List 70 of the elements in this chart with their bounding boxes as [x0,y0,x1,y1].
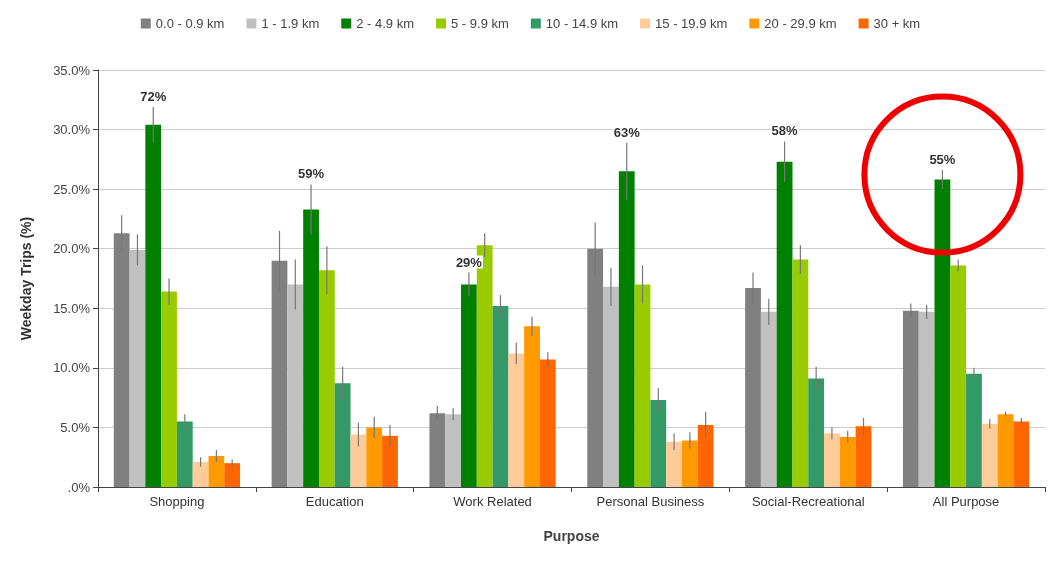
legend-label: 20 - 29.9 km [764,16,837,31]
bar [997,414,1014,487]
bar [224,463,241,487]
bar [366,427,383,487]
bar [508,353,525,487]
bar [966,373,982,487]
bar [492,305,509,487]
bar [461,284,477,487]
bar [666,441,682,487]
bar [776,161,793,487]
legend-label: 2 - 4.9 km [356,16,415,31]
bar [855,426,872,487]
bar [950,265,967,487]
y-tick-label: 10.0% [53,360,91,376]
x-axis-title: Purpose [543,528,600,544]
y-tick-label: 35.0% [53,62,91,78]
legend-label: 1 - 1.9 km [261,16,320,31]
y-tick-label: 30.0% [53,122,91,138]
bar [445,414,462,487]
bar [603,286,619,487]
annotation: 72% [140,88,167,104]
bar [382,435,398,487]
bar [618,171,635,487]
annotation: 58% [771,123,799,139]
x-tick-label: Personal Business [596,494,705,509]
bar [161,291,177,487]
annotation: 63% [613,124,641,140]
bar [808,378,825,487]
annotation: 59% [298,166,325,182]
y-axis-title: Weekday Trips (%) [18,216,34,341]
x-tick-label: Education [305,494,364,509]
y-tick-label: .0% [67,479,91,495]
x-tick-label: Social-Recreational [751,494,865,509]
bar [145,124,162,487]
bar [524,326,540,487]
y-tick-label: 5.0% [60,419,91,435]
bar [334,383,351,487]
bar [650,400,667,487]
bar [350,434,367,487]
bar [681,440,698,487]
bar [824,433,840,487]
bar [318,270,335,487]
legend-label: 0.0 - 0.9 km [155,16,225,31]
bar [192,461,209,487]
bar [760,311,777,487]
bar [981,423,998,487]
y-tick-label: 15.0% [53,300,91,316]
bar [539,359,556,487]
annotation: 55% [929,152,956,168]
x-tick-label: All Purpose [932,494,1000,509]
annotation: 29% [455,254,483,270]
legend-label: 10 - 14.9 km [545,16,619,31]
bar [697,425,714,487]
x-tick-label: Shopping [149,494,205,509]
bar [918,311,935,487]
bar [176,421,193,487]
bar [934,179,951,487]
bar [1013,421,1030,487]
x-tick-label: Work Related [453,494,532,509]
bar [634,284,651,487]
y-tick-label: 25.0% [53,181,91,197]
bar [287,284,304,487]
bar [208,456,225,487]
bar [792,259,809,487]
legend-label: 15 - 19.9 km [655,16,728,31]
bar [839,436,856,487]
legend-label: 30 + km [873,16,921,31]
bar [303,209,319,487]
y-tick-label: 20.0% [53,241,91,257]
legend-label: 5 - 9.9 km [451,16,509,31]
